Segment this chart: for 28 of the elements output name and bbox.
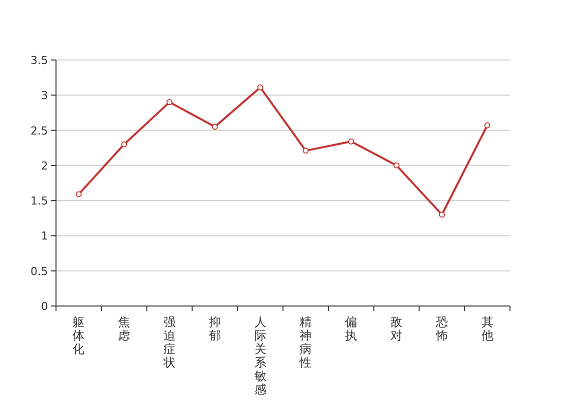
x-tick-label: 精神病性 xyxy=(298,315,312,370)
y-tick-label: 1 xyxy=(41,230,48,243)
point xyxy=(302,148,309,154)
point xyxy=(348,138,354,145)
y-tick-label: 3 xyxy=(41,89,48,102)
point xyxy=(257,84,264,90)
point xyxy=(166,99,172,106)
y-tick-label: 2.5 xyxy=(30,124,48,138)
x-tick-label: 恐怖 xyxy=(434,315,448,342)
point xyxy=(121,141,128,148)
y-tick-label: 0.5 xyxy=(30,264,48,278)
x-tick-label: 人际关系敏感 xyxy=(254,315,266,396)
y-tick-label: 1.5 xyxy=(30,194,48,208)
point xyxy=(394,162,400,168)
y-tick-label: 2 xyxy=(41,159,48,172)
x-tick-label: 抑郁 xyxy=(208,315,221,342)
x-tick-label: 其他 xyxy=(481,315,494,342)
point xyxy=(484,122,490,128)
point xyxy=(438,212,445,218)
y-tick-label: 0 xyxy=(41,300,48,313)
x-tick-label: 躯体化 xyxy=(72,315,85,356)
x-tick-label: 焦虑 xyxy=(118,315,130,342)
y-tick-label: 3.5 xyxy=(30,54,48,67)
x-tick-label: 强迫症状 xyxy=(162,315,176,370)
x-tick-label: 敌对 xyxy=(390,315,402,342)
point xyxy=(76,191,82,198)
x-tick-label: 偏执 xyxy=(345,315,358,342)
point xyxy=(212,124,218,130)
